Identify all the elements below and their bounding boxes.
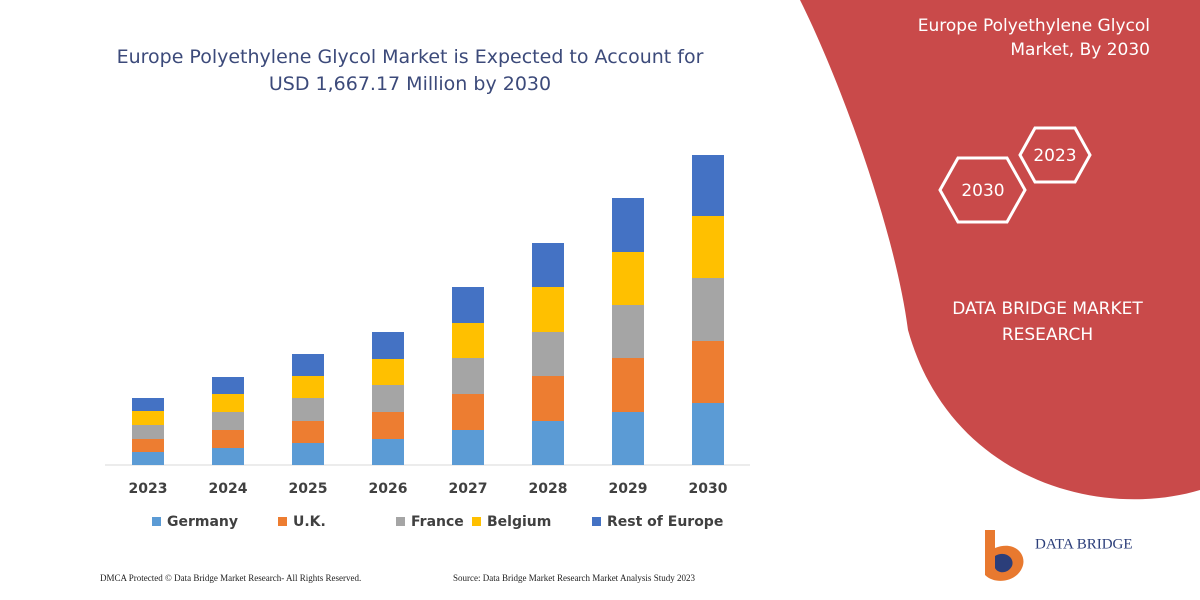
bar-segment bbox=[532, 421, 564, 465]
legend-swatch bbox=[592, 517, 601, 526]
legend-label: Belgium bbox=[487, 514, 551, 530]
bar-segment bbox=[452, 430, 484, 465]
chart-title: Europe Polyethylene Glycol Market is Exp… bbox=[116, 46, 704, 95]
legend-label: France bbox=[411, 514, 464, 530]
bar-segment bbox=[692, 216, 724, 278]
bar-segment bbox=[692, 403, 724, 465]
bar-segment bbox=[372, 439, 404, 465]
bar-segment bbox=[452, 323, 484, 358]
x-tick-label: 2025 bbox=[289, 481, 328, 497]
hexagon bbox=[1018, 126, 1092, 184]
bar-segment bbox=[132, 439, 164, 452]
hexagon-label: 2030 bbox=[961, 181, 1004, 201]
bar-segment bbox=[532, 376, 564, 421]
bar-segment bbox=[452, 287, 484, 323]
x-tick-label: 2026 bbox=[369, 481, 408, 497]
logo-mark bbox=[995, 553, 1013, 573]
bar-segment bbox=[612, 358, 644, 412]
logo-name: DATA BRIDGE bbox=[1035, 536, 1133, 552]
bar-segment bbox=[612, 198, 644, 252]
hexagon-label: 2023 bbox=[1033, 146, 1076, 166]
bar-segment bbox=[132, 411, 164, 425]
legend-swatch bbox=[278, 517, 287, 526]
x-tick-label: 2027 bbox=[449, 481, 488, 497]
bar-segment bbox=[132, 425, 164, 439]
x-tick-label: 2023 bbox=[129, 481, 168, 497]
bar-segment bbox=[292, 354, 324, 376]
bar-segment bbox=[692, 155, 724, 216]
legend-label: Rest of Europe bbox=[607, 514, 723, 530]
bar-segment bbox=[532, 287, 564, 332]
x-tick-label: 2028 bbox=[529, 481, 568, 497]
bar-segment bbox=[692, 341, 724, 403]
bar-segment bbox=[452, 358, 484, 394]
bar-segment bbox=[212, 412, 244, 430]
bar-segment bbox=[292, 421, 324, 443]
side-title: Europe Polyethylene Glycol Market, By 20… bbox=[917, 16, 1150, 60]
bar-segment bbox=[132, 398, 164, 411]
bar-segment bbox=[372, 332, 404, 359]
legend-swatch bbox=[396, 517, 405, 526]
bar-segment bbox=[692, 278, 724, 341]
bar-segment bbox=[292, 398, 324, 421]
legend-label: U.K. bbox=[293, 514, 326, 530]
bar-segment bbox=[212, 430, 244, 448]
bar-segment bbox=[532, 243, 564, 287]
bar-segment bbox=[212, 448, 244, 465]
hexagon bbox=[938, 156, 1027, 224]
legend-label: Germany bbox=[167, 514, 238, 530]
bar-segment bbox=[372, 359, 404, 385]
legend-swatch bbox=[472, 517, 481, 526]
x-tick-label: 2030 bbox=[689, 481, 728, 497]
bar-segment bbox=[292, 376, 324, 398]
x-tick-label: 2029 bbox=[609, 481, 648, 497]
copyright: DMCA Protected © Data Bridge Market Rese… bbox=[100, 573, 361, 583]
bar-segment bbox=[612, 412, 644, 465]
bar-segment bbox=[372, 412, 404, 439]
bar-segment bbox=[612, 305, 644, 358]
bar-segment bbox=[212, 377, 244, 394]
bar-segment bbox=[212, 394, 244, 412]
side-panel-bg bbox=[800, 0, 1200, 500]
bar-segment bbox=[292, 443, 324, 465]
bar-segment bbox=[372, 385, 404, 412]
source: Source: Data Bridge Market Research Mark… bbox=[453, 573, 695, 583]
x-tick-label: 2024 bbox=[209, 481, 248, 497]
bar-segment bbox=[452, 394, 484, 430]
bar-segment bbox=[612, 252, 644, 305]
bar-segment bbox=[532, 332, 564, 376]
bar-segment bbox=[132, 452, 164, 465]
legend-swatch bbox=[152, 517, 161, 526]
brand: DATA BRIDGE MARKET RESEARCH bbox=[952, 299, 1143, 345]
